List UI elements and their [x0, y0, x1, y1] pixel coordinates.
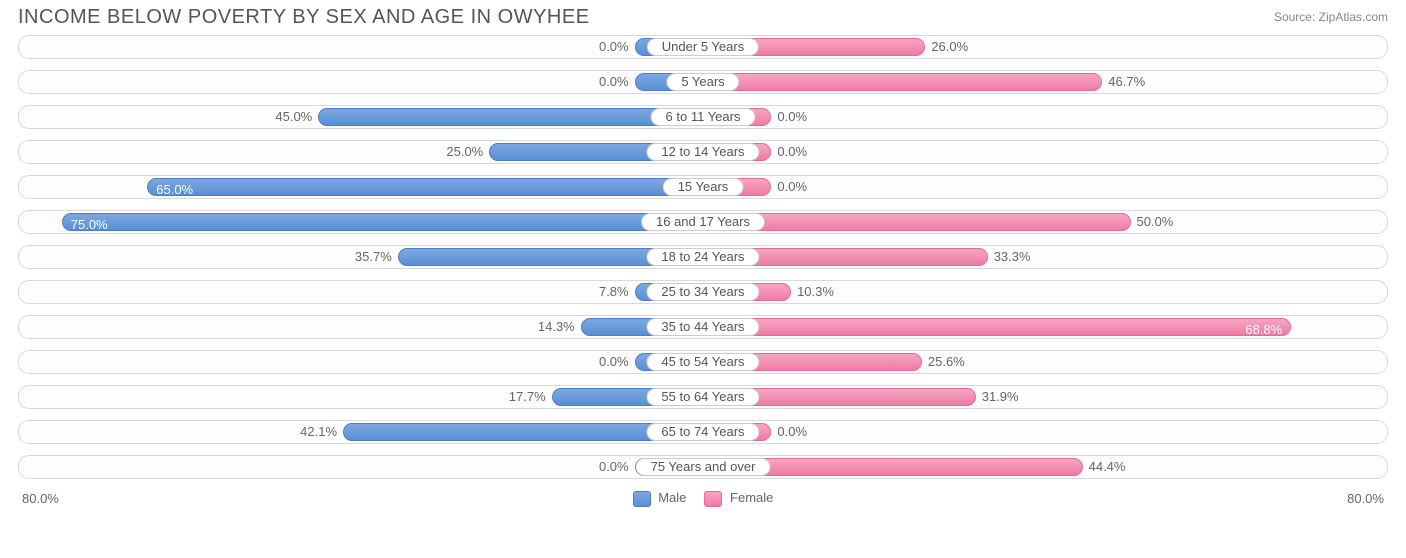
chart-row: 17.7% 31.9% 55 to 64 Years — [18, 385, 1388, 409]
chart-row: 7.8% 10.3% 25 to 34 Years — [18, 280, 1388, 304]
category-label: 16 and 17 Years — [641, 213, 765, 231]
male-value-label: 14.3% — [538, 316, 575, 338]
male-value-label: 35.7% — [355, 246, 392, 268]
chart-row: 0.0% 25.6% 45 to 54 Years — [18, 350, 1388, 374]
male-value-label: 45.0% — [275, 106, 312, 128]
category-label: 18 to 24 Years — [646, 248, 759, 266]
male-value-label: 0.0% — [599, 71, 629, 93]
chart-header: INCOME BELOW POVERTY BY SEX AND AGE IN O… — [0, 0, 1406, 31]
male-value-label: 75.0% — [71, 214, 108, 234]
male-value-label: 65.0% — [156, 179, 193, 199]
chart-row: 0.0% 46.7% 5 Years — [18, 70, 1388, 94]
male-value-label: 17.7% — [509, 386, 546, 408]
legend: Male Female — [633, 490, 774, 507]
female-value-label: 33.3% — [994, 246, 1031, 268]
female-value-label: 10.3% — [797, 281, 834, 303]
legend-female-label: Female — [730, 490, 773, 505]
female-value-label: 46.7% — [1108, 71, 1145, 93]
male-bar: 75.0% — [62, 213, 703, 231]
category-label: 75 Years and over — [636, 458, 771, 476]
female-value-label: 0.0% — [777, 106, 807, 128]
category-label: 5 Years — [666, 73, 739, 91]
category-label: 15 Years — [663, 178, 744, 196]
axis-max-right: 80.0% — [1347, 491, 1384, 506]
chart-row: 25.0% 0.0% 12 to 14 Years — [18, 140, 1388, 164]
male-bar: 65.0% — [147, 178, 703, 196]
chart-row: 75.0% 50.0% 16 and 17 Years — [18, 210, 1388, 234]
male-value-label: 25.0% — [446, 141, 483, 163]
male-value-label: 42.1% — [300, 421, 337, 443]
category-label: 35 to 44 Years — [646, 318, 759, 336]
female-bar — [703, 213, 1131, 231]
category-label: 6 to 11 Years — [651, 108, 756, 126]
chart-row: 0.0% 26.0% Under 5 Years — [18, 35, 1388, 59]
chart-row: 0.0% 44.4% 75 Years and over — [18, 455, 1388, 479]
chart-footer: 80.0% Male Female 80.0% — [0, 490, 1406, 515]
chart-row: 45.0% 0.0% 6 to 11 Years — [18, 105, 1388, 129]
category-label: 25 to 34 Years — [646, 283, 759, 301]
female-value-label: 26.0% — [931, 36, 968, 58]
category-label: 45 to 54 Years — [646, 353, 759, 371]
male-swatch-icon — [633, 491, 651, 507]
chart-title: INCOME BELOW POVERTY BY SEX AND AGE IN O… — [18, 6, 590, 29]
male-value-label: 0.0% — [599, 351, 629, 373]
female-value-label: 0.0% — [777, 421, 807, 443]
category-label: Under 5 Years — [647, 38, 759, 56]
legend-item-male: Male — [633, 490, 687, 507]
female-value-label: 44.4% — [1089, 456, 1126, 478]
axis-max-left: 80.0% — [22, 491, 59, 506]
female-bar — [703, 73, 1102, 91]
chart-row: 42.1% 0.0% 65 to 74 Years — [18, 420, 1388, 444]
female-value-label: 0.0% — [777, 176, 807, 198]
chart-row: 14.3% 68.8% 35 to 44 Years — [18, 315, 1388, 339]
chart-source: Source: ZipAtlas.com — [1274, 6, 1388, 24]
chart-row: 35.7% 33.3% 18 to 24 Years — [18, 245, 1388, 269]
category-label: 12 to 14 Years — [646, 143, 759, 161]
legend-item-female: Female — [704, 490, 773, 507]
legend-male-label: Male — [658, 490, 686, 505]
female-bar: 68.8% — [703, 318, 1291, 336]
chart-body: 0.0% 26.0% Under 5 Years 0.0% 46.7% 5 Years 45… — [0, 31, 1406, 479]
male-value-label: 0.0% — [599, 456, 629, 478]
male-value-label: 0.0% — [599, 36, 629, 58]
female-swatch-icon — [704, 491, 722, 507]
chart-row: 65.0% 0.0% 15 Years — [18, 175, 1388, 199]
female-value-label: 25.6% — [928, 351, 965, 373]
male-bar — [318, 108, 703, 126]
female-value-label: 68.8% — [1245, 319, 1282, 339]
category-label: 55 to 64 Years — [646, 388, 759, 406]
female-value-label: 31.9% — [982, 386, 1019, 408]
male-value-label: 7.8% — [599, 281, 629, 303]
female-value-label: 50.0% — [1137, 211, 1174, 233]
female-value-label: 0.0% — [777, 141, 807, 163]
category-label: 65 to 74 Years — [646, 423, 759, 441]
